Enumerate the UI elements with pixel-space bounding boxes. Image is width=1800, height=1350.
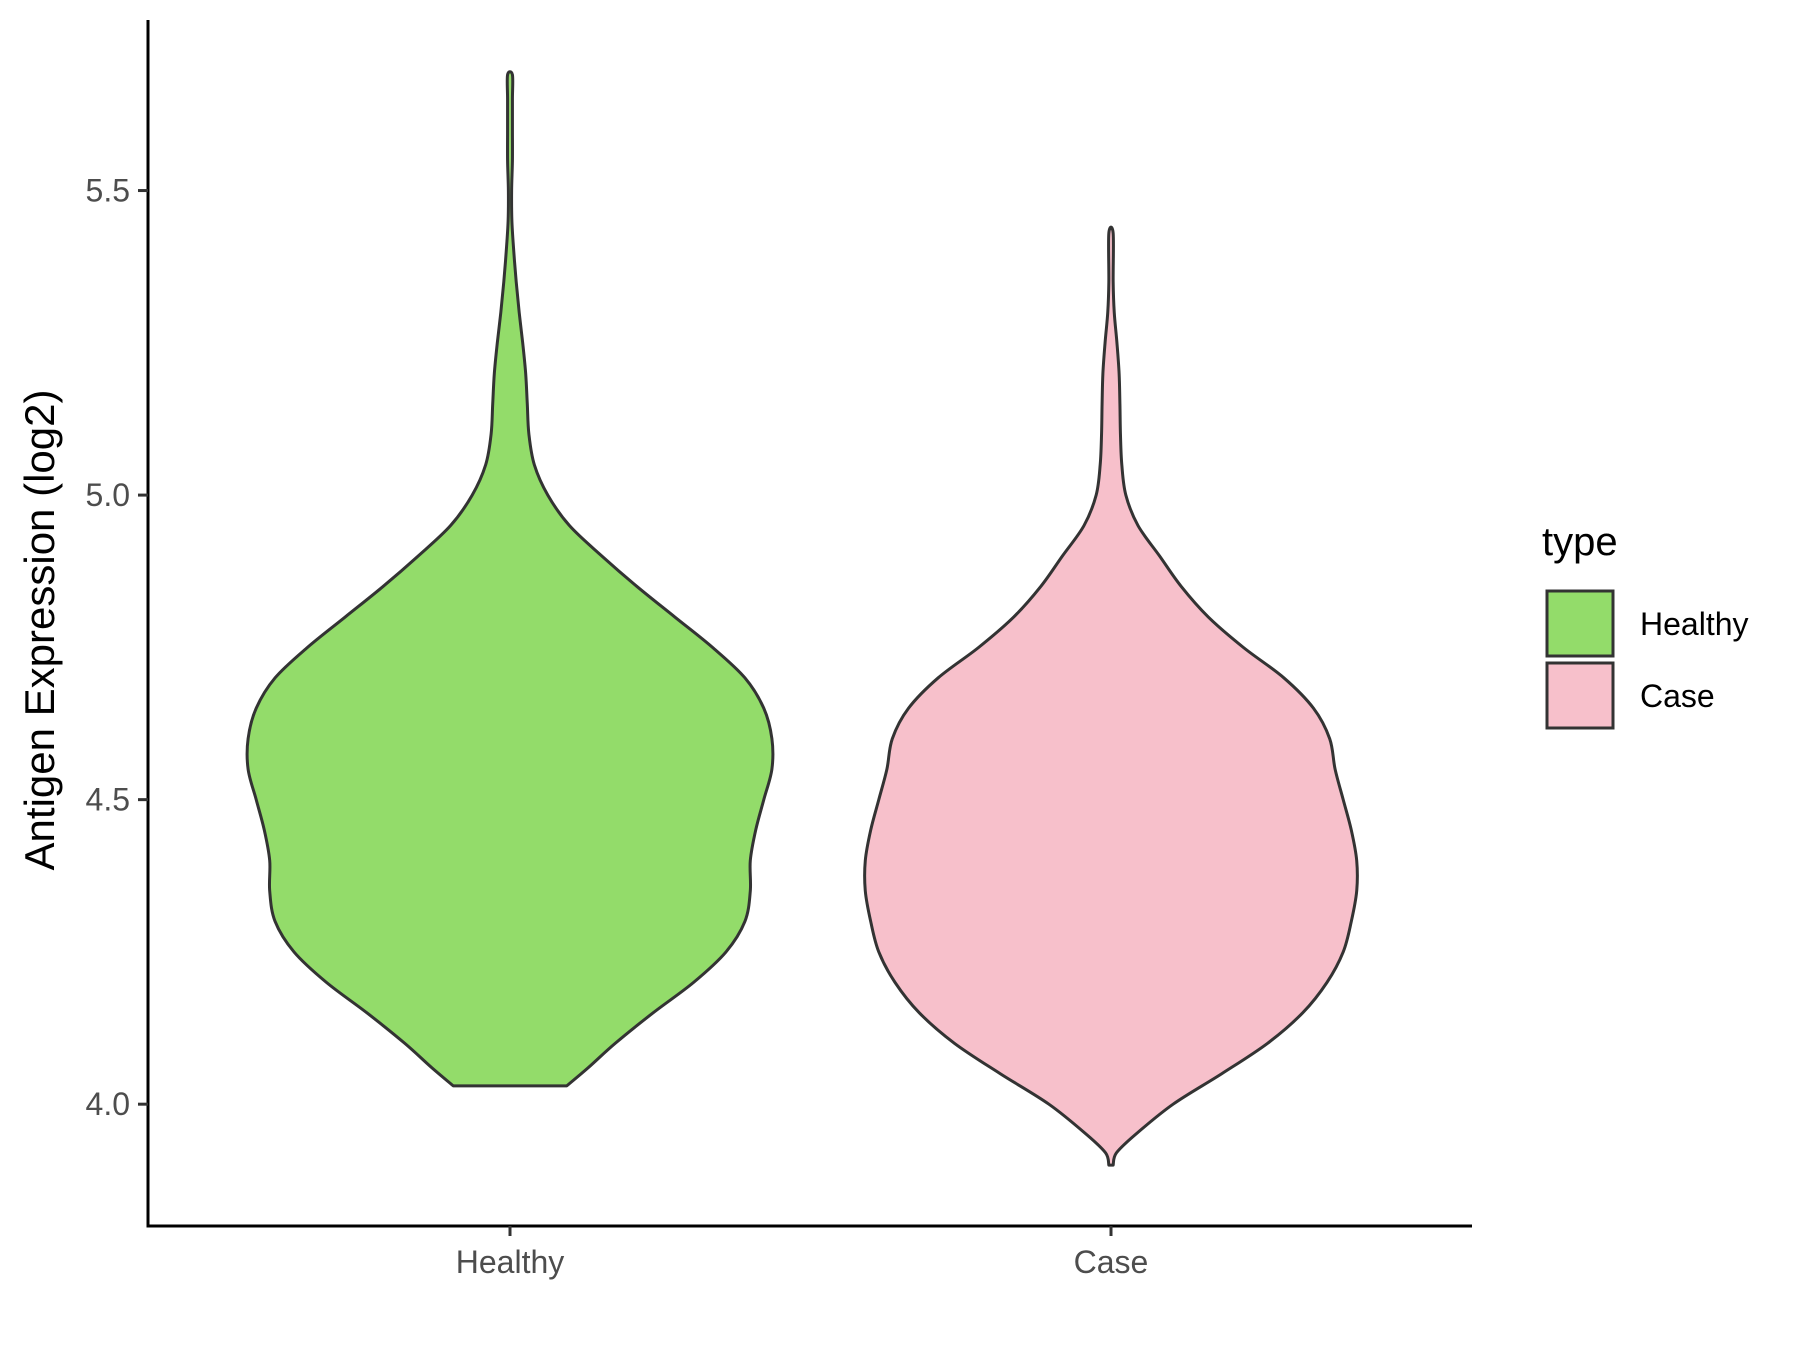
x-tick-label: Case [1074,1244,1149,1280]
y-axis-title: Antigen Expression (log2) [16,390,63,871]
y-tick-label: 4.5 [86,782,130,818]
y-tick-label: 5.0 [86,477,130,513]
legend-label-case: Case [1640,678,1715,714]
violin-healthy [245,70,775,1088]
y-axis-ticks: 4.0 4.5 5.0 5.5 [86,173,148,1122]
violin-case [863,225,1359,1167]
legend-label-healthy: Healthy [1640,606,1749,642]
x-tick-label: Healthy [456,1244,565,1280]
legend-title: type [1542,520,1618,564]
y-tick-label: 5.5 [86,173,130,209]
x-axis-ticks: Healthy Case [456,1226,1149,1280]
legend: type Healthy Case [1542,520,1749,730]
legend-key-healthy [1545,589,1615,658]
legend-key-case [1545,661,1615,730]
violin-layer [245,70,1359,1167]
y-tick-label: 4.0 [86,1086,130,1122]
